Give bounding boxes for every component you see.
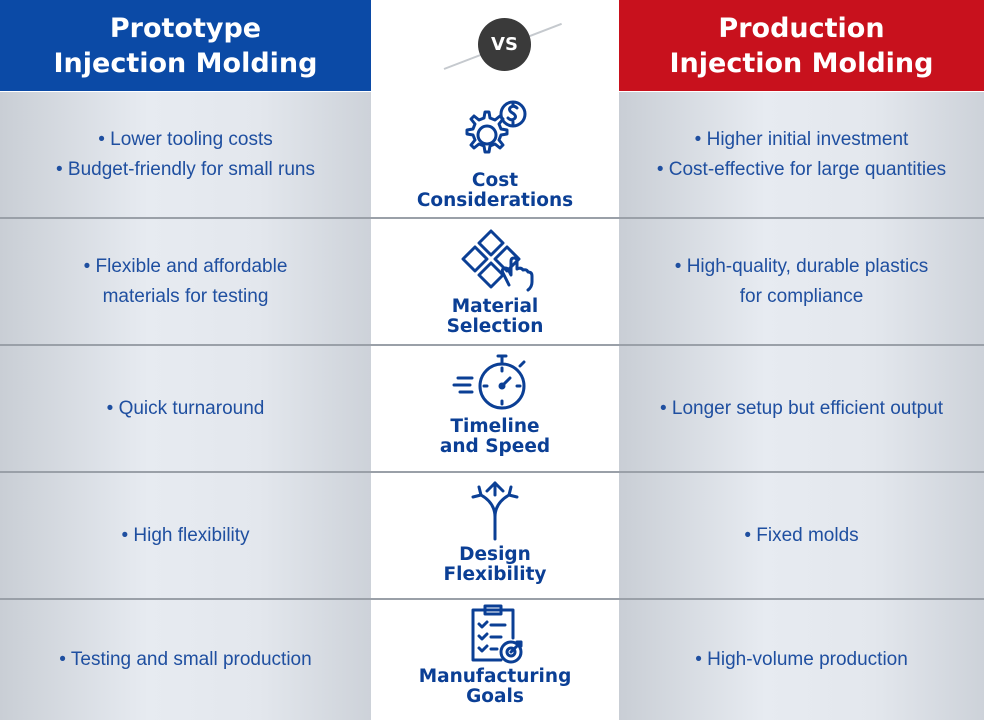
prototype-cost-cell: • Lower tooling costs • Budget-friendly … — [0, 92, 371, 217]
category-label-cost: Cost Considerations — [371, 171, 619, 211]
row-cost-considerations: • Lower tooling costs • Budget-friendly … — [0, 92, 984, 217]
bullet-item: • Fixed molds — [744, 524, 859, 546]
production-header-line1: Production — [718, 12, 885, 44]
row-manufacturing-goals: • Testing and small production Manufactu… — [0, 600, 984, 720]
gear-dollar-icon — [371, 98, 619, 170]
production-header-line2: Injection Molding — [669, 47, 934, 79]
category-label-line: Selection — [446, 316, 544, 337]
bullet-item: for compliance — [739, 285, 864, 307]
prototype-design-cell: • High flexibility — [0, 473, 371, 598]
split-arrows-icon — [371, 479, 619, 543]
bullet-item: • Higher initial investment — [694, 128, 909, 150]
category-cell-material: Material Selection — [371, 219, 619, 344]
bullet-item: • Testing and small production — [59, 649, 312, 670]
vs-badge: VS — [478, 18, 531, 71]
category-label-line: Material — [451, 296, 539, 317]
production-material-cell: • High-quality, durable plastics for com… — [619, 219, 984, 344]
row-material-selection: • Flexible and affordable materials for … — [0, 219, 984, 344]
row-timeline-speed: • Quick turnaround Timeline and Speed • … — [0, 346, 984, 471]
stopwatch-icon — [371, 350, 619, 416]
production-design-cell: • Fixed molds — [619, 473, 984, 598]
bullet-item: • Cost-effective for large quantities — [656, 158, 947, 180]
prototype-material-cell: • Flexible and affordable materials for … — [0, 219, 371, 344]
production-cost-cell: • Higher initial investment • Cost-effec… — [619, 92, 984, 217]
bullet-item: • Lower tooling costs — [98, 128, 273, 150]
bullet-item: • High-quality, durable plastics — [674, 255, 929, 277]
row-divider — [0, 344, 984, 346]
prototype-goals-cell: • Testing and small production — [0, 600, 371, 720]
category-label-material: Material Selection — [371, 297, 619, 337]
category-label-line: Manufacturing — [418, 666, 572, 687]
category-label-line: and Speed — [439, 436, 551, 457]
prototype-timeline-cell: • Quick turnaround — [0, 346, 371, 471]
production-timeline-cell: • Longer setup but efficient output — [619, 346, 984, 471]
prototype-header-line2: Injection Molding — [53, 47, 318, 79]
category-label-line: Cost — [471, 170, 519, 191]
row-design-flexibility: • High flexibility Design Flexibility • … — [0, 473, 984, 598]
prototype-header: Prototype Injection Molding — [0, 0, 371, 91]
category-label-line: Design — [459, 544, 531, 565]
bullet-item: • High-volume production — [695, 649, 908, 670]
category-label-line: Timeline — [450, 416, 540, 437]
row-divider — [0, 471, 984, 473]
bullet-item: • Longer setup but efficient output — [659, 397, 944, 419]
material-tiles-hand-icon — [371, 227, 619, 293]
category-label-line: Goals — [466, 686, 524, 707]
bullet-item: • Quick turnaround — [106, 397, 265, 419]
bullet-item: • High flexibility — [121, 524, 250, 546]
row-divider — [0, 598, 984, 600]
category-label-timeline: Timeline and Speed — [371, 417, 619, 457]
bullet-item: • Budget-friendly for small runs — [55, 158, 316, 180]
category-label-design: Design Flexibility — [371, 545, 619, 585]
prototype-header-line1: Prototype — [109, 12, 262, 44]
category-cell-design: Design Flexibility — [371, 473, 619, 598]
category-cell-timeline: Timeline and Speed — [371, 346, 619, 471]
category-label-line: Considerations — [416, 190, 574, 211]
bullet-item: materials for testing — [102, 285, 269, 307]
clipboard-target-icon — [371, 602, 619, 666]
category-cell-cost: Cost Considerations — [371, 92, 619, 217]
row-divider — [0, 217, 984, 219]
category-label-line: Flexibility — [443, 564, 547, 585]
bullet-item: • Flexible and affordable — [83, 255, 288, 277]
category-cell-goals: Manufacturing Goals — [371, 600, 619, 720]
production-header: Production Injection Molding — [619, 0, 984, 91]
category-label-goals: Manufacturing Goals — [371, 667, 619, 707]
production-goals-cell: • High-volume production — [619, 600, 984, 720]
